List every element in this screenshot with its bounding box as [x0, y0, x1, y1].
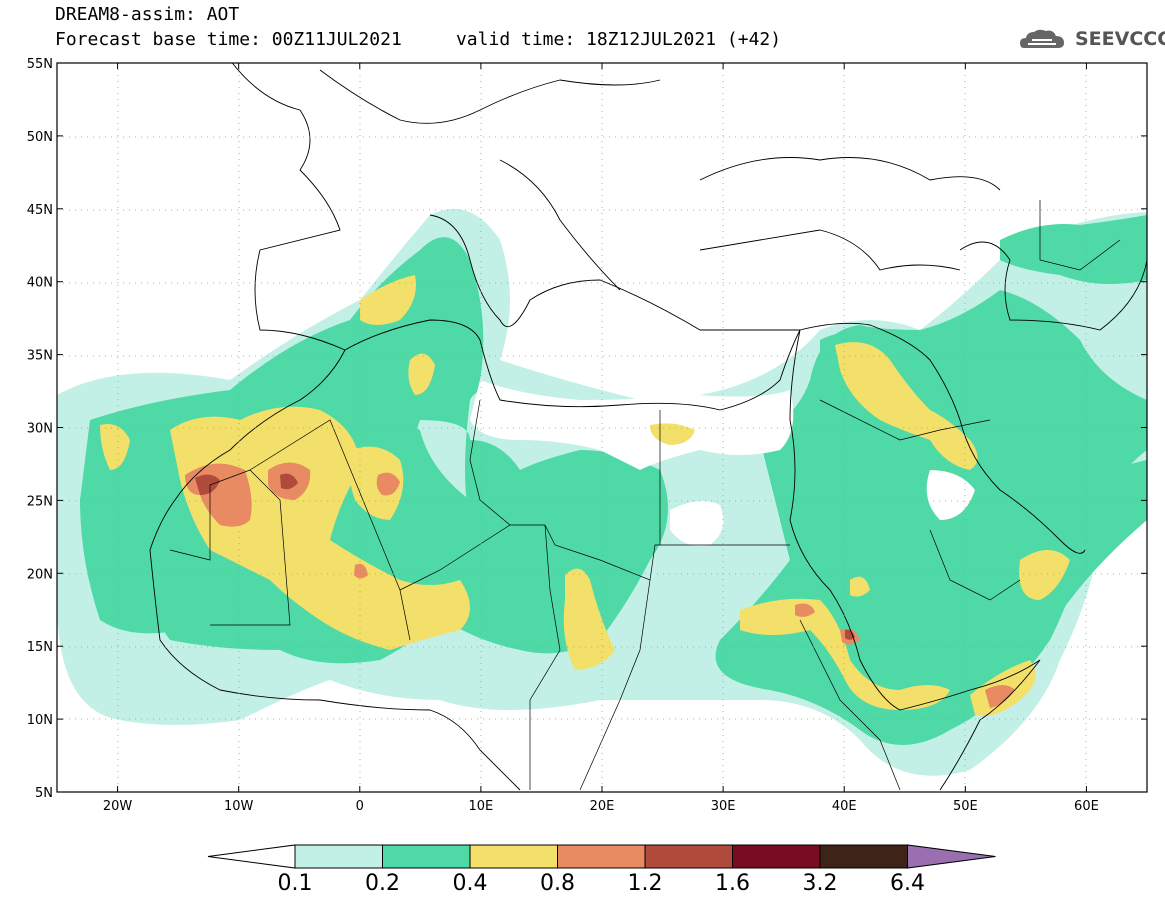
logo-text: SEEVCCC	[1075, 28, 1165, 50]
lon-label: 20E	[590, 799, 615, 814]
colorbar-label: 0.8	[540, 871, 575, 895]
lat-label: 30N	[27, 422, 53, 437]
lon-label: 10W	[224, 799, 254, 814]
colorbar-segment	[732, 844, 821, 869]
coastlines	[149, 63, 1147, 791]
aot-field	[57, 208, 1147, 776]
borders	[169, 200, 1121, 791]
colorbar-segment	[819, 844, 908, 869]
longitude-labels: 20W 10W 0 10E 20E 30E 40E 50E 60E	[103, 799, 1099, 814]
aot-0.4-region	[170, 406, 470, 650]
lon-label: 40E	[832, 799, 857, 814]
colorbar-over-triangle	[907, 844, 996, 869]
lat-label: 55N	[27, 57, 53, 72]
colorbar-segment	[382, 844, 471, 869]
colorbar-label: 3.2	[803, 871, 838, 895]
lon-label: 20W	[103, 799, 133, 814]
map-title: DREAM8-assim: AOT	[55, 4, 240, 25]
colorbar-label: 6.4	[890, 871, 925, 895]
lat-label: 45N	[27, 203, 53, 218]
lat-label: 15N	[27, 640, 53, 655]
lat-label: 20N	[27, 567, 53, 582]
colorbar-label: 0.4	[453, 871, 488, 895]
lon-label: 50E	[953, 799, 978, 814]
lat-label: 25N	[27, 494, 53, 509]
lat-label: 40N	[27, 276, 53, 291]
colorbar-segment	[469, 844, 558, 869]
lat-label: 50N	[27, 130, 53, 145]
lat-label: 5N	[35, 786, 53, 801]
colorbar-segment	[294, 844, 383, 869]
colorbar-label: 1.2	[628, 871, 663, 895]
colorbar-label: 0.1	[278, 871, 313, 895]
lat-label: 35N	[27, 349, 53, 364]
lat-label: 10N	[27, 713, 53, 728]
colorbar-segment	[644, 844, 733, 869]
axis-ticks	[57, 62, 1147, 793]
latitude-labels: 55N 50N 45N 40N 35N 30N 25N 20N 15N 10N 5N	[27, 57, 53, 801]
cloud-icon	[1020, 29, 1064, 48]
colorbar-under-triangle	[207, 844, 296, 869]
lon-label: 10E	[469, 799, 494, 814]
colorbar-label: 1.6	[715, 871, 750, 895]
aot-1.2-region	[195, 474, 220, 495]
colorbar-label: 0.2	[365, 871, 400, 895]
colorbar: 0.1 0.2 0.4 0.8 1.2 1.6 3.2 6.4	[207, 844, 996, 895]
lon-label: 30E	[711, 799, 736, 814]
colorbar-segment	[557, 844, 646, 869]
forecast-times: Forecast base time: 00Z11JUL2021 valid t…	[55, 29, 782, 50]
lon-label: 0	[356, 799, 364, 814]
lon-label: 60E	[1074, 799, 1099, 814]
